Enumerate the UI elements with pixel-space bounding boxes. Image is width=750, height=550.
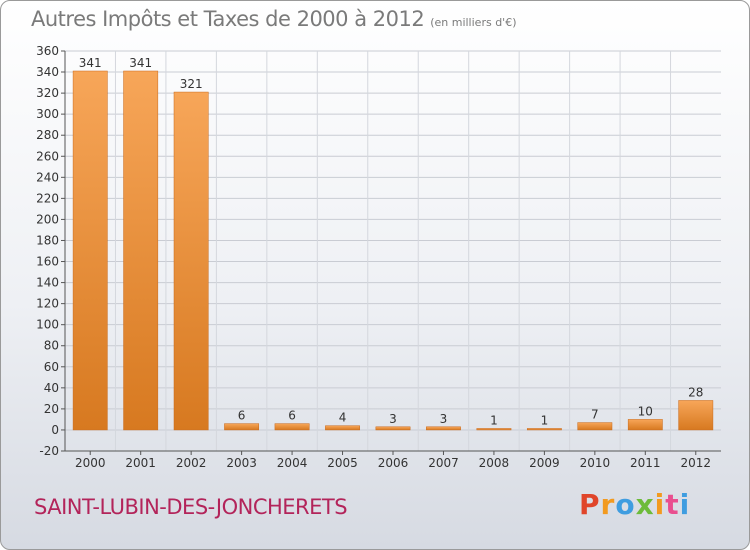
y-tick-label: 60 (44, 360, 59, 374)
x-tick-label: 2002 (176, 456, 207, 470)
x-tick-label: 2008 (479, 456, 510, 470)
y-tick-label: 340 (36, 65, 59, 79)
logo-letter: P (579, 488, 601, 521)
bar (526, 428, 562, 431)
chart-subtitle: (en milliers d'€) (430, 16, 517, 29)
x-tick-label: 2000 (75, 456, 106, 470)
x-tick-label: 2012 (680, 456, 711, 470)
data-label: 10 (638, 404, 653, 418)
logo-letter: o (615, 488, 636, 521)
data-label: 6 (238, 409, 246, 423)
y-tick-label: 180 (36, 233, 59, 247)
chart-title: Autres Impôts et Taxes de 2000 à 2012 (en… (31, 7, 516, 31)
data-label: 1 (490, 413, 498, 427)
chart-title-text: Autres Impôts et Taxes de 2000 à 2012 (31, 7, 425, 31)
x-tick-label: 2003 (226, 456, 257, 470)
bar (224, 423, 260, 431)
bar (627, 419, 663, 431)
bar (375, 426, 411, 431)
x-tick-label: 2011 (630, 456, 661, 470)
data-label: 1 (541, 413, 549, 427)
commune-name: SAINT-LUBIN-DES-JONCHERETS (34, 495, 348, 519)
data-label: 3 (389, 412, 397, 426)
x-tick-label: 2004 (277, 456, 308, 470)
data-label: 3 (440, 412, 448, 426)
x-tick-label: 2005 (327, 456, 358, 470)
y-tick-label: 100 (36, 318, 59, 332)
grid-lines (65, 50, 721, 452)
logo-letter: t (665, 488, 680, 521)
y-tick-label: 320 (36, 86, 59, 100)
y-tick-label: 20 (44, 402, 59, 416)
y-tick-label: 260 (36, 149, 59, 163)
data-label: 341 (79, 56, 102, 70)
proxiti-logo: Proxiti (579, 488, 690, 521)
logo-letter: i (679, 488, 691, 521)
data-label: 7 (591, 408, 599, 422)
x-tick-label: 2009 (529, 456, 560, 470)
data-label: 4 (339, 411, 347, 425)
y-tick-label: 220 (36, 191, 59, 205)
data-label: 28 (688, 385, 703, 399)
x-tick-label: 2001 (125, 456, 156, 470)
logo-letter: x (635, 488, 655, 521)
bars (72, 70, 714, 431)
y-tick-label: -20 (39, 444, 59, 458)
data-label: 321 (180, 77, 203, 91)
bar (72, 70, 108, 431)
x-tick-label: 2007 (428, 456, 459, 470)
data-label: 6 (288, 409, 296, 423)
bar (173, 91, 209, 431)
y-tick-label: 40 (44, 381, 59, 395)
y-tick-label: 120 (36, 297, 59, 311)
x-tick-label: 2010 (580, 456, 611, 470)
y-tick-label: 240 (36, 170, 59, 184)
logo-letter: r (600, 488, 616, 521)
bar (325, 425, 360, 431)
axes: -20 0 20 40 60 80 100 120 140 160 180 200 220 240 260 2… (36, 44, 721, 470)
y-tick-label: 80 (44, 339, 59, 353)
y-tick-label: 160 (36, 255, 59, 269)
x-tick-label: 2006 (378, 456, 409, 470)
logo-letter: i (654, 488, 666, 521)
bar (678, 400, 714, 431)
y-tick-label: 300 (36, 107, 59, 121)
y-tick-label: 140 (36, 276, 59, 290)
bar (476, 428, 512, 431)
data-labels: 341 341 321 6 6 4 3 3 1 1 7 10 28 (79, 56, 704, 427)
bar (123, 70, 159, 431)
bar (274, 423, 310, 431)
y-tick-label: 200 (36, 212, 59, 226)
y-tick-label: 0 (51, 423, 59, 437)
y-tick-label: 280 (36, 128, 59, 142)
bar (426, 426, 461, 431)
bar (577, 422, 613, 431)
data-label: 341 (129, 56, 152, 70)
y-tick-label: 360 (36, 44, 59, 58)
